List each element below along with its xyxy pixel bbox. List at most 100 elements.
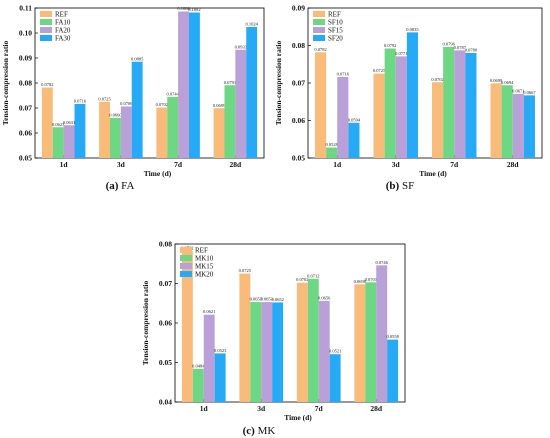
y-tick-label: 0.09	[19, 54, 32, 63]
bar-ref-1d	[315, 52, 327, 158]
bar-mk10-28d	[365, 282, 377, 402]
bar-sf10-3d	[384, 48, 396, 158]
data-label: 0.0782	[41, 82, 53, 87]
chart-panel-1: 0.05 0.06 0.07 0.08 0.09 Tension-compression …	[274, 4, 543, 192]
data-label: 0.0835	[406, 27, 419, 32]
data-label: 0.0791	[224, 80, 236, 85]
y-tick-label: 0.06	[292, 116, 305, 125]
y-tick-label: 0.05	[292, 154, 305, 163]
panel-caption: (c) MK	[243, 425, 276, 437]
bar-sf10-7d	[443, 47, 455, 158]
data-label: 0.0716	[337, 72, 350, 77]
data-label: 0.0716	[74, 99, 87, 104]
y-tick-label: 0.11	[19, 4, 32, 13]
legend-label: REF	[55, 11, 68, 19]
data-label: 0.0702	[296, 277, 308, 282]
legend-label: FA30	[55, 35, 71, 43]
y-tick-label: 0.07	[19, 104, 32, 113]
data-label: 0.0528	[326, 142, 339, 147]
bar-sf20-1d	[348, 122, 360, 158]
data-label: 0.0694	[501, 80, 514, 85]
bar-ref-7d	[296, 282, 308, 402]
legend-swatch	[313, 35, 325, 41]
bar-sf15-7d	[454, 50, 466, 158]
bar-mk15-3d	[261, 302, 273, 402]
legend-label: FA10	[55, 19, 71, 27]
y-tick-label: 0.05	[159, 358, 172, 367]
bar-sf15-3d	[395, 56, 407, 158]
bar-mk15-7d	[318, 300, 330, 402]
legend-swatch	[40, 19, 52, 25]
data-label: 0.0702	[431, 77, 443, 82]
bar-fa10-28d	[224, 85, 236, 158]
bar-sf20-7d	[465, 53, 477, 158]
bar-ref-3d	[239, 273, 251, 402]
data-label: 0.0771	[395, 51, 407, 56]
x-tick-label: 1d	[200, 404, 209, 413]
data-label: 0.0558	[386, 334, 399, 339]
y-tick-label: 0.10	[19, 29, 32, 38]
bar-ref-7d	[156, 107, 168, 158]
legend-label: MK20	[195, 271, 214, 279]
bar-fa30-7d	[189, 12, 200, 158]
legend-label: SF15	[328, 27, 343, 35]
legend-swatch	[40, 35, 52, 41]
legend-swatch	[313, 11, 325, 17]
data-label: 0.0484	[192, 363, 205, 368]
bar-fa20-3d	[120, 106, 132, 158]
data-label: 0.0594	[348, 117, 361, 122]
data-label: 0.1082	[188, 7, 200, 12]
panel-caption-letter: (c)	[243, 425, 256, 437]
legend-swatch	[180, 255, 192, 261]
data-label: 0.0671	[512, 88, 524, 93]
data-label: 0.0780	[465, 48, 478, 53]
bar-fa10-3d	[109, 118, 121, 158]
panel-caption-text: MK	[255, 425, 276, 437]
data-label: 0.0702	[156, 102, 168, 107]
data-label: 0.0746	[376, 260, 389, 265]
data-label: 0.0656	[318, 295, 331, 300]
x-tick-label: 1d	[60, 160, 69, 169]
x-axis-title: Time (d)	[144, 169, 172, 178]
bar-fa30-1d	[74, 104, 86, 158]
bar-fa10-1d	[52, 127, 64, 158]
data-label: 0.0698	[354, 279, 367, 284]
y-tick-label: 0.08	[159, 240, 172, 249]
y-tick-label: 0.09	[292, 4, 305, 13]
legend-label: REF	[328, 11, 341, 19]
x-tick-label: 3d	[257, 404, 266, 413]
x-tick-label: 28d	[507, 160, 520, 169]
x-tick-label: 7d	[315, 404, 324, 413]
bar-fa30-28d	[246, 27, 258, 158]
bar-mk15-28d	[376, 265, 388, 402]
bar-ref-1d	[41, 87, 53, 158]
bar-mk20-1d	[214, 353, 226, 402]
y-tick-label: 0.06	[159, 319, 172, 328]
bar-mk10-1d	[192, 368, 204, 402]
bar-ref-28d	[490, 83, 502, 158]
bar-mk10-7d	[307, 278, 319, 402]
bar-sf20-28d	[523, 95, 535, 158]
data-label: 0.0703	[365, 277, 378, 282]
y-tick-label: 0.08	[19, 79, 32, 88]
data-label: 0.0885	[131, 56, 144, 61]
legend-swatch	[40, 27, 52, 33]
bar-fa30-3d	[131, 61, 143, 158]
legend-swatch	[313, 19, 325, 25]
panel-caption-text: SF	[399, 180, 414, 192]
panel-caption: (b) SF	[386, 180, 414, 192]
bar-ref-28d	[354, 284, 366, 402]
data-label: 0.0660	[109, 113, 122, 118]
bar-sf20-3d	[406, 32, 418, 158]
legend-swatch	[313, 27, 325, 33]
bar-ref-3d	[373, 73, 385, 158]
data-label: 0.0699	[490, 78, 503, 83]
y-tick-label: 0.06	[19, 129, 32, 138]
x-tick-label: 28d	[230, 160, 243, 169]
legend-swatch	[180, 263, 192, 269]
data-label: 0.0792	[384, 43, 396, 48]
